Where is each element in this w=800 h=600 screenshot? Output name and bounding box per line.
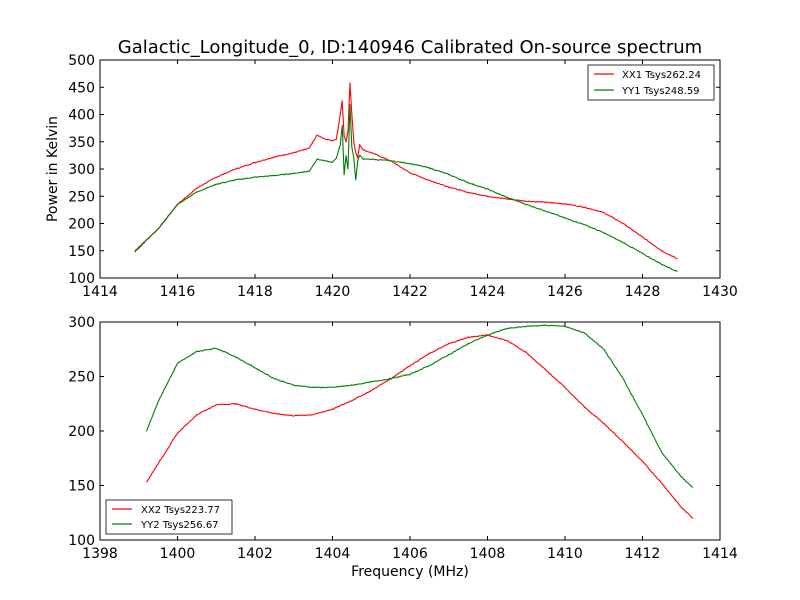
top-x-tick-label: 1420 <box>315 284 351 300</box>
legend-label-yy2: YY2 Tsys256.67 <box>140 520 219 531</box>
top-y-tick-label: 100 <box>68 271 95 287</box>
bottom-ticks-group: 1398 1400 1402 1404 1406 1408 1410 1412 1414 100 1… <box>68 315 738 562</box>
bottom-series-line-2 <box>145 324 694 488</box>
top-y-tick-label: 250 <box>68 189 95 205</box>
chart-title: Galactic_Longitude_0, ID:140946 Calibrat… <box>118 37 702 58</box>
bottom-series-line-1 <box>146 334 694 519</box>
top-series-group <box>134 82 678 272</box>
bottom-legend-box <box>105 499 233 535</box>
top-legend: XX1 Tsys262.24 YY1 Tsys248.59 <box>587 64 715 101</box>
bottom-y-tick-label: 250 <box>68 370 95 386</box>
bottom-y-tick-label: 100 <box>68 533 95 549</box>
top-y-tick-label: 450 <box>68 80 95 96</box>
legend-label-xx2: XX2 Tsys223.77 <box>141 505 220 516</box>
bottom-y-tick-label: 300 <box>68 315 95 331</box>
top-series-line-2 <box>134 104 678 272</box>
bottom-x-tick-label: 1402 <box>237 546 273 562</box>
bottom-legend: XX2 Tsys223.77 YY2 Tsys256.67 <box>105 499 233 535</box>
top-y-tick-label: 350 <box>68 135 95 151</box>
top-x-tick-label: 1426 <box>547 284 583 300</box>
top-y-tick-label: 150 <box>68 244 95 260</box>
top-y-tick-label: 400 <box>68 108 95 124</box>
top-y-tick-label: 500 <box>68 53 95 69</box>
top-chart: Galactic_Longitude_0, ID:140946 Calibrat… <box>45 37 738 300</box>
bottom-chart: 1398 1400 1402 1404 1406 1408 1410 1412 1414 100 1… <box>68 315 738 580</box>
top-x-tick-label: 1414 <box>82 284 118 300</box>
top-series-line-1 <box>134 82 678 260</box>
top-ticks-group: 1414 1416 1418 1420 1422 1424 1426 1428 1430 100 1… <box>68 53 738 300</box>
bottom-x-tick-label: 1414 <box>702 546 738 562</box>
bottom-x-tick-label: 1404 <box>315 546 351 562</box>
bottom-x-tick-label: 1408 <box>470 546 506 562</box>
bottom-x-tick-label: 1406 <box>392 546 428 562</box>
bottom-y-tick-label: 200 <box>68 424 95 440</box>
top-y-tick-label: 300 <box>68 162 95 178</box>
bottom-x-tick-label: 1400 <box>160 546 196 562</box>
top-legend-box <box>587 64 715 101</box>
bottom-x-tick-label: 1412 <box>625 546 661 562</box>
bottom-y-tick-label: 150 <box>68 479 95 495</box>
bottom-series-group <box>145 324 694 519</box>
legend-label-yy1: YY1 Tsys248.59 <box>621 86 700 97</box>
top-x-tick-label: 1418 <box>237 284 273 300</box>
x-axis-label: Frequency (MHz) <box>351 564 469 580</box>
top-x-tick-label: 1428 <box>625 284 661 300</box>
top-x-tick-label: 1424 <box>470 284 506 300</box>
top-y-tick-label: 200 <box>68 217 95 233</box>
top-x-tick-label: 1430 <box>702 284 738 300</box>
top-x-tick-label: 1416 <box>160 284 196 300</box>
top-x-tick-label: 1422 <box>392 284 428 300</box>
y-axis-label: Power in Kelvin <box>45 116 61 222</box>
bottom-x-tick-label: 1410 <box>547 546 583 562</box>
bottom-x-tick-label: 1398 <box>82 546 118 562</box>
legend-label-xx1: XX1 Tsys262.24 <box>622 70 701 81</box>
